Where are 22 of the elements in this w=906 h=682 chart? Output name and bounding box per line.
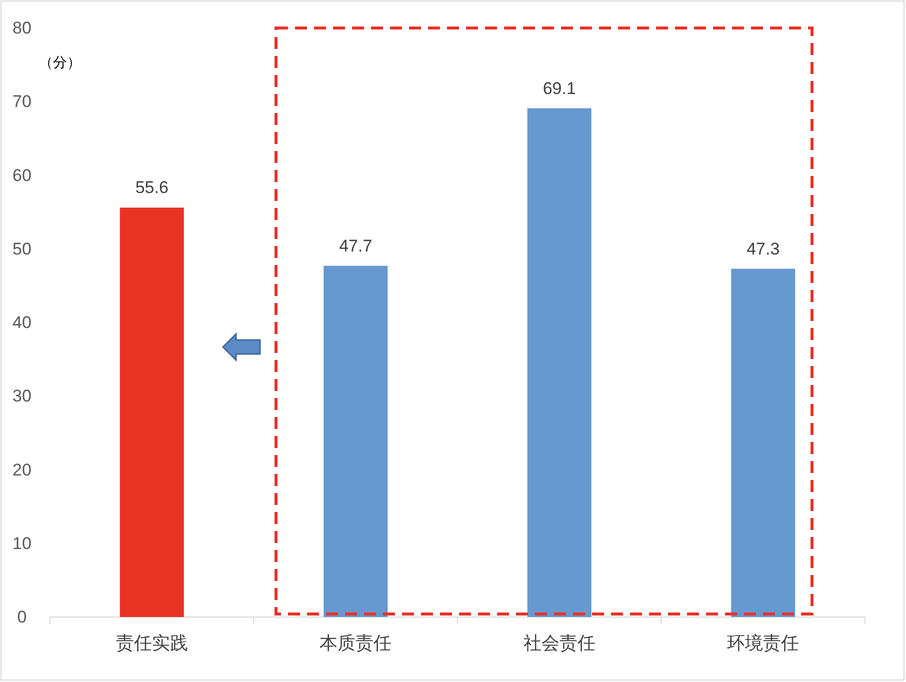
data-label: 47.7 (339, 236, 372, 256)
y-tick-label: 30 (12, 386, 32, 406)
y-tick-label: 40 (12, 313, 32, 332)
bar (527, 108, 592, 617)
x-tick-label: 社会责任 (523, 633, 596, 653)
x-tick-label: 环境责任 (727, 633, 800, 653)
bar (731, 268, 796, 617)
bar (120, 208, 184, 617)
y-tick-label: 80 (12, 18, 32, 38)
data-label: 69.1 (542, 78, 576, 98)
x-tick-label: 责任实践 (116, 633, 188, 653)
data-label: 47.3 (746, 239, 780, 258)
y-tick-label: 20 (12, 460, 32, 480)
y-tick-label: 70 (12, 92, 32, 112)
x-tick-label: 本质责任 (320, 633, 392, 653)
bar (324, 266, 388, 617)
y-tick-label: 10 (12, 534, 32, 553)
y-tick-label: 50 (12, 239, 32, 258)
y-axis-title: （分） (39, 54, 81, 70)
y-tick-label: 0 (17, 608, 27, 626)
data-label: 55.6 (135, 178, 168, 198)
y-tick-label: 60 (12, 166, 32, 185)
